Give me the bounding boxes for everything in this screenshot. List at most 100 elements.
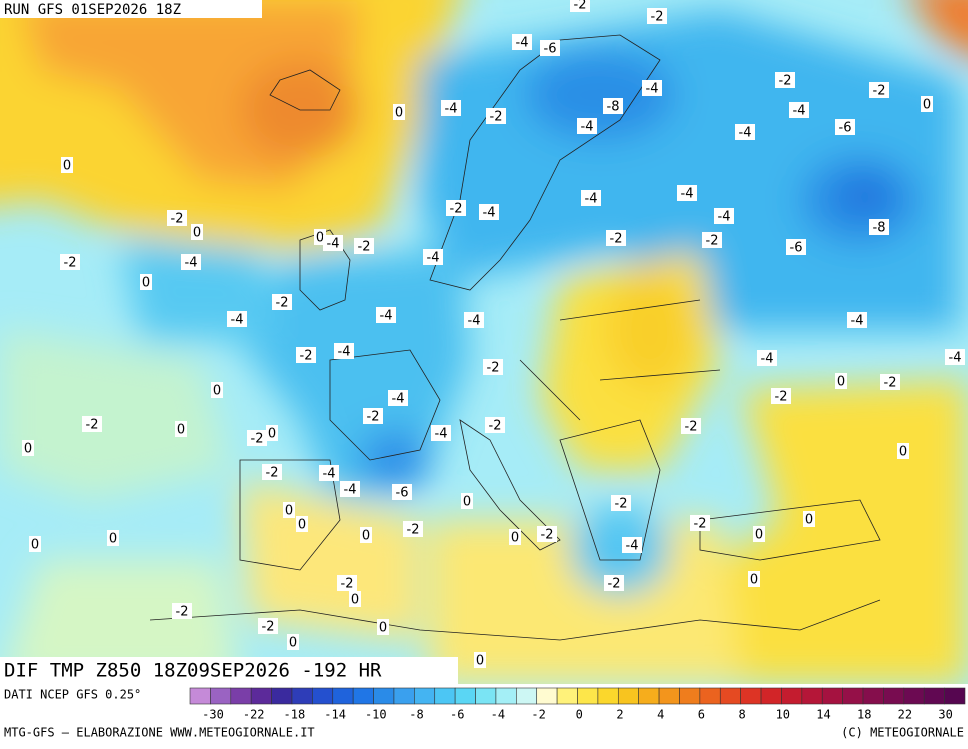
contour-label: 0 xyxy=(837,375,845,390)
contour-label: 0 xyxy=(109,532,117,547)
colorbar-tick-label: 18 xyxy=(857,708,871,722)
label-bg xyxy=(945,349,965,365)
colorbar: -30 -22 -18 -14 -10 -8 -6 -4 -2 0 2 4 6 8 10 14 18 22 30 xyxy=(189,687,966,722)
contour-label: -4 xyxy=(392,392,405,407)
label-bg xyxy=(775,72,795,88)
label-bg xyxy=(835,119,855,135)
label-bg xyxy=(258,618,278,634)
contour-label: -2 xyxy=(64,256,77,271)
label-bg xyxy=(283,502,295,518)
contour-label: -2 xyxy=(651,10,664,25)
label-bg xyxy=(753,526,765,542)
label-bg xyxy=(262,464,282,480)
colorbar-swatch xyxy=(821,687,843,705)
colorbar-swatch xyxy=(393,687,415,705)
label-bg xyxy=(266,425,278,441)
colorbar-tick-label: 30 xyxy=(938,708,952,722)
colorbar-swatch xyxy=(434,687,456,705)
contour-label: -4 xyxy=(793,104,806,119)
contour-label: -2 xyxy=(407,523,420,538)
label-bg xyxy=(334,343,354,359)
colorbar-tick-label: -4 xyxy=(491,708,505,722)
contour-label: -2 xyxy=(610,232,623,247)
contour-label: -4 xyxy=(468,314,481,329)
label-bg xyxy=(211,382,223,398)
label-bg xyxy=(581,190,601,206)
source-label: DATI NCEP GFS 0.25° xyxy=(4,688,141,702)
contour-label: 0 xyxy=(289,636,297,651)
label-bg xyxy=(191,224,203,240)
contour-label: -2 xyxy=(608,577,621,592)
colorbar-tick-label: -10 xyxy=(365,708,387,722)
label-bg xyxy=(537,526,557,542)
colorbar-swatch xyxy=(842,687,864,705)
contour-label: 0 xyxy=(463,495,471,510)
contour-label: -2 xyxy=(86,418,99,433)
contour-label: 0 xyxy=(31,538,39,553)
contour-label: -8 xyxy=(873,221,886,236)
label-bg xyxy=(690,515,710,531)
contour-label: -4 xyxy=(445,102,458,117)
run-label: RUN GFS 01SEP2026 18Z xyxy=(4,2,181,18)
colorbar-swatch xyxy=(903,687,925,705)
label-bg xyxy=(227,311,247,327)
label-bg xyxy=(319,465,339,481)
colorbar-tick-label: -30 xyxy=(202,708,224,722)
colorbar-swatch xyxy=(414,687,436,705)
colorbar-tick-label: -2 xyxy=(531,708,545,722)
label-bg xyxy=(393,104,405,120)
label-bg xyxy=(714,208,734,224)
contour-label: 0 xyxy=(193,226,201,241)
label-bg xyxy=(272,294,292,310)
contour-label: 0 xyxy=(750,573,758,588)
header-box xyxy=(0,0,262,18)
contour-label: -2 xyxy=(706,234,719,249)
colorbar-swatch xyxy=(495,687,517,705)
colorbar-swatch xyxy=(740,687,762,705)
label-bg xyxy=(789,102,809,118)
contour-label: -2 xyxy=(176,605,189,620)
credit-left: MTG-GFS – ELABORAZIONE WWW.METEOGIORNALE… xyxy=(4,726,315,740)
label-bg xyxy=(570,0,590,12)
colorbar-swatch xyxy=(475,687,497,705)
label-bg xyxy=(323,235,343,251)
label-bg xyxy=(423,249,443,265)
colorbar-swatch xyxy=(638,687,660,705)
label-bg xyxy=(167,210,187,226)
label-bg xyxy=(512,34,532,50)
label-bg xyxy=(140,274,152,290)
label-bg xyxy=(464,312,484,328)
contour-label: 0 xyxy=(476,654,484,669)
contour-label: -4 xyxy=(338,345,351,360)
colorbar-tick-label: 14 xyxy=(816,708,830,722)
contour-label: -2 xyxy=(489,419,502,434)
label-bg xyxy=(486,108,506,124)
label-bg xyxy=(360,527,372,543)
colorbar-swatch xyxy=(679,687,701,705)
label-bg xyxy=(869,82,889,98)
colorbar-tick-label: 6 xyxy=(698,708,705,722)
colorbar-swatch xyxy=(699,687,721,705)
contour-label: -6 xyxy=(790,241,803,256)
contour-label: -4 xyxy=(327,237,340,252)
label-bg xyxy=(247,430,267,446)
label-bg xyxy=(748,571,760,587)
label-bg xyxy=(349,591,361,607)
label-bg xyxy=(461,493,473,509)
label-bg xyxy=(441,100,461,116)
colorbar-tick-label: 0 xyxy=(576,708,583,722)
contour-label: 0 xyxy=(24,442,32,457)
contour-label: -4 xyxy=(761,352,774,367)
colorbar-tick-label: 22 xyxy=(898,708,912,722)
contour-label: 0 xyxy=(213,384,221,399)
contour-label: -2 xyxy=(541,528,554,543)
colorbar-swatch xyxy=(658,687,680,705)
colorbar-tick-label: 10 xyxy=(776,708,790,722)
contour-label: -6 xyxy=(544,42,557,57)
contour-label: -6 xyxy=(839,121,852,136)
contour-label: 0 xyxy=(362,529,370,544)
label-bg xyxy=(22,440,34,456)
label-bg xyxy=(485,417,505,433)
label-bg xyxy=(647,8,667,24)
